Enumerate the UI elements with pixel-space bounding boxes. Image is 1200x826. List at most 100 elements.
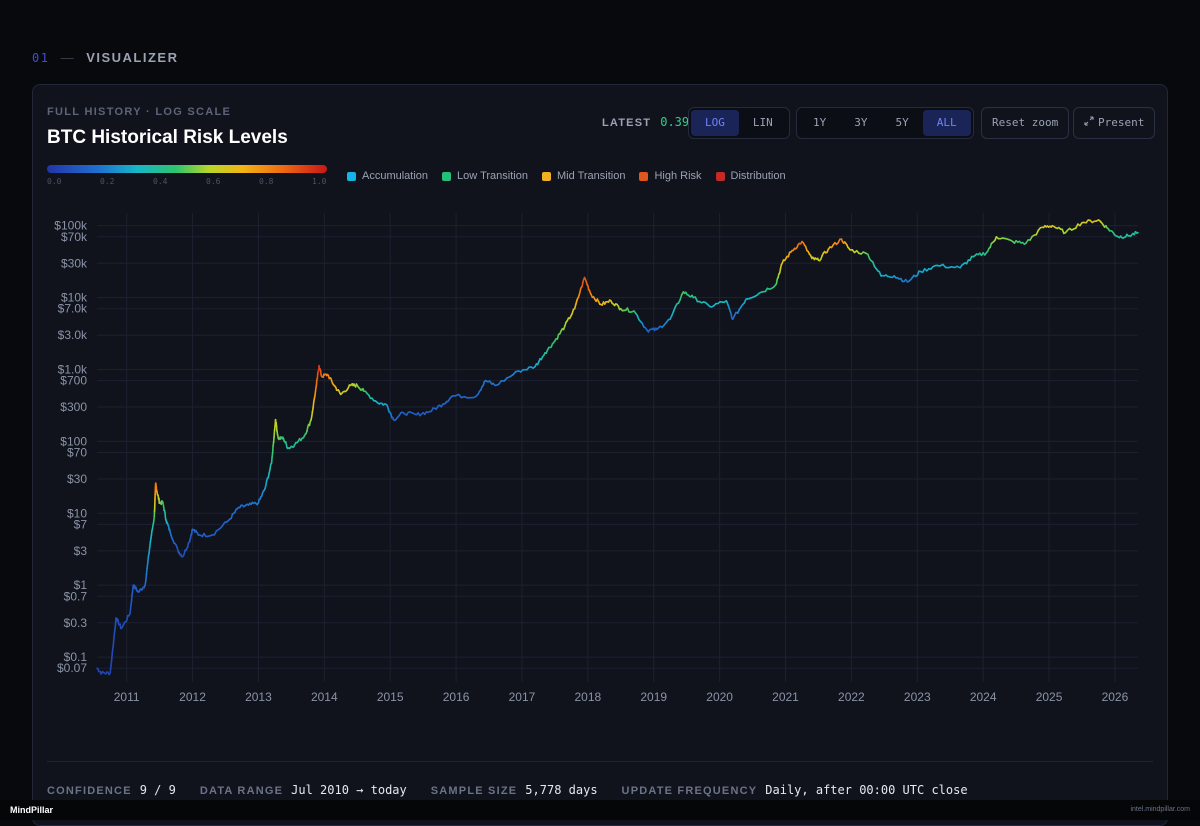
x-tick-label: 2011: [114, 690, 140, 704]
brand-name: MindPillar: [10, 805, 53, 815]
stat-label: DATA RANGE: [200, 785, 283, 797]
y-tick-label: $30: [67, 472, 87, 486]
stat-value: Jul 2010 → today: [291, 783, 407, 797]
y-tick-label: $0.07: [57, 661, 87, 675]
present-button[interactable]: Present: [1073, 107, 1155, 139]
legend-item-accumulation: Accumulation: [347, 170, 428, 182]
y-tick-label: $3: [74, 544, 88, 558]
price-line-segment: [149, 548, 150, 554]
scale-toggle: LOG LIN: [688, 107, 790, 139]
stat-update-frequency: UPDATE FREQUENCY Daily, after 00:00 UTC c…: [622, 783, 968, 797]
linear-scale-button[interactable]: LIN: [739, 110, 787, 136]
price-line-segment: [111, 660, 112, 666]
risk-scale-label: 0.6: [206, 177, 220, 186]
x-tick-label: 2017: [509, 690, 536, 704]
price-line-segment: [114, 632, 115, 639]
stat-value: 9 / 9: [140, 783, 176, 797]
legend: Accumulation Low Transition Mid Transiti…: [347, 170, 786, 182]
stats-bar: CONFIDENCE 9 / 9 DATA RANGE Jul 2010 → tod…: [47, 783, 968, 797]
y-tick-label: $70k: [61, 230, 88, 244]
x-tick-label: 2021: [772, 690, 799, 704]
x-tick-label: 2025: [1036, 690, 1063, 704]
latest-value: 0.39: [660, 115, 689, 129]
site-url: intel.mindpillar.com: [1130, 806, 1190, 813]
y-tick-label: $7: [74, 517, 88, 531]
y-tick-label: $0.3: [64, 616, 88, 630]
price-line-segment: [150, 542, 151, 548]
legend-item-low-transition: Low Transition: [442, 170, 528, 182]
section-title: VISUALIZER: [86, 50, 178, 65]
y-tick-label: $30k: [61, 256, 88, 270]
stat-data-range: DATA RANGE Jul 2010 → today: [200, 783, 407, 797]
x-tick-label: 2020: [706, 690, 733, 704]
range-1y-button[interactable]: 1Y: [799, 110, 840, 136]
price-line: [97, 220, 1138, 675]
x-tick-label: 2012: [179, 690, 206, 704]
price-line-segment: [315, 389, 316, 395]
legend-item-distribution: Distribution: [716, 170, 786, 182]
legend-label: Accumulation: [362, 170, 428, 182]
legend-label: Mid Transition: [557, 170, 625, 182]
price-line-segment: [146, 568, 147, 574]
bottom-bar: MindPillar intel.mindpillar.com: [0, 800, 1200, 820]
legend-item-mid-transition: Mid Transition: [542, 170, 625, 182]
x-tick-label: 2018: [574, 690, 601, 704]
y-tick-label: $70: [67, 446, 87, 460]
legend-swatch: [716, 172, 725, 181]
range-5y-button[interactable]: 5Y: [882, 110, 923, 136]
x-tick-label: 2023: [904, 690, 931, 704]
legend-swatch: [542, 172, 551, 181]
stat-value: 5,778 days: [525, 783, 597, 797]
legend-item-high-risk: High Risk: [639, 170, 701, 182]
x-tick-label: 2015: [377, 690, 404, 704]
chart-card: FULL HISTORY · LOG SCALE BTC Historical …: [32, 84, 1168, 826]
chart-kicker: FULL HISTORY · LOG SCALE: [47, 106, 231, 118]
price-line-segment: [313, 402, 314, 408]
legend-swatch: [442, 172, 451, 181]
risk-scale-label: 0.4: [153, 177, 167, 186]
price-line-segment: [582, 280, 583, 286]
stat-label: SAMPLE SIZE: [431, 785, 518, 797]
price-line-segment: [115, 626, 116, 632]
log-scale-button[interactable]: LOG: [691, 110, 739, 136]
x-tick-label: 2019: [640, 690, 667, 704]
risk-scale-label: 0.0: [47, 177, 61, 186]
latest-readout: LATEST 0.39: [602, 115, 689, 129]
price-line-segment: [580, 288, 581, 293]
chart-title: BTC Historical Risk Levels: [47, 127, 288, 149]
grid-layer: [97, 213, 1138, 682]
x-tick-label: 2026: [1102, 690, 1129, 704]
stat-label: CONFIDENCE: [47, 785, 132, 797]
section-header: 01 — VISUALIZER: [32, 50, 179, 65]
risk-scale: 0.0 0.2 0.4 0.6 0.8 1.0: [47, 165, 327, 187]
legend-swatch: [347, 172, 356, 181]
stat-value: Daily, after 00:00 UTC close: [765, 783, 967, 797]
legend-swatch: [639, 172, 648, 181]
range-all-button[interactable]: ALL: [923, 110, 971, 136]
price-line-segment: [148, 556, 149, 563]
legend-label: High Risk: [654, 170, 701, 182]
price-line-segment: [680, 295, 682, 300]
present-label: Present: [1098, 116, 1144, 129]
x-tick-label: 2024: [970, 690, 997, 704]
legend-label: Low Transition: [457, 170, 528, 182]
price-line-segment: [110, 666, 111, 673]
risk-gradient-bar: [47, 165, 327, 173]
y-tick-label: $7.0k: [58, 302, 88, 316]
stat-confidence: CONFIDENCE 9 / 9: [47, 783, 176, 797]
reset-zoom-button[interactable]: Reset zoom: [981, 107, 1069, 139]
section-number: 01: [32, 51, 49, 65]
x-tick-label: 2013: [245, 690, 272, 704]
range-3y-button[interactable]: 3Y: [840, 110, 881, 136]
y-tick-label: $300: [60, 400, 87, 414]
section-dash: —: [61, 50, 76, 65]
risk-scale-label: 0.8: [259, 177, 273, 186]
expand-icon: [1084, 108, 1094, 138]
stat-label: UPDATE FREQUENCY: [622, 785, 758, 797]
legend-label: Distribution: [731, 170, 786, 182]
range-toggle: 1Y 3Y 5Y ALL: [796, 107, 974, 139]
price-line-segment: [146, 575, 147, 582]
price-line-segment: [113, 638, 114, 646]
